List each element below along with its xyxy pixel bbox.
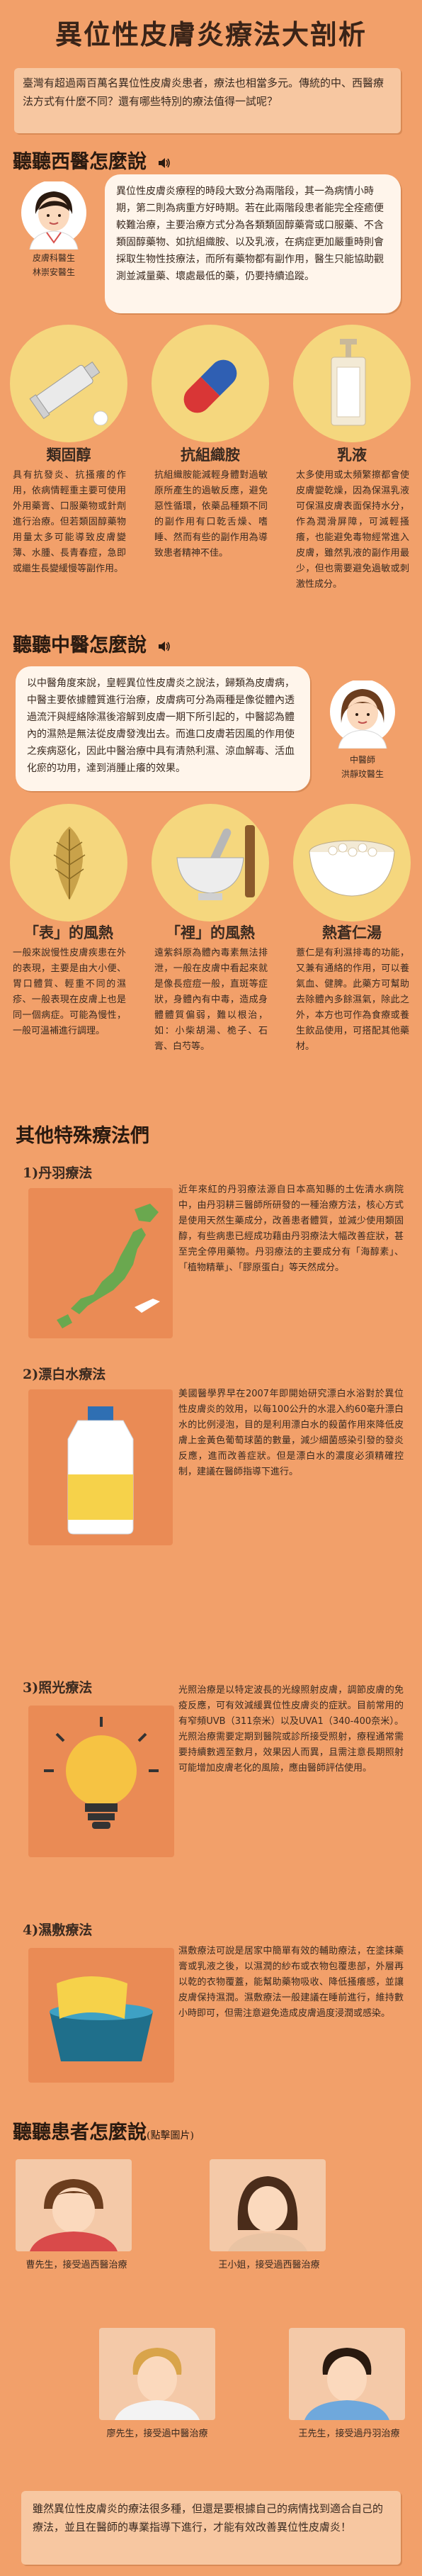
western-doctor-caption: 皮膚科醫生 林崇安醫生 bbox=[32, 253, 75, 277]
wet-wrap-therapy-body: 濕敷療法可說是居家中簡單有效的輔助療法，在塗抹藥膏或乳液之後，以濕潤的紗布或衣物… bbox=[178, 1946, 404, 2019]
speaker-icon bbox=[159, 641, 171, 651]
cinnamon-stick-icon bbox=[245, 825, 255, 897]
lotion-label: 乳液 bbox=[337, 446, 367, 464]
western-heading: 聽聽西醫怎麼說 bbox=[13, 146, 171, 174]
patient-photo-3[interactable] bbox=[99, 2328, 215, 2420]
basin-towel-icon bbox=[50, 1976, 153, 2061]
steroid-body: 具有抗發炎、抗搔癢的作用，依病情輕重主要可使用外用藥膏、口服藥物或針劑進行治療。… bbox=[13, 470, 126, 574]
patients-heading: 聽聽患者怎麼說(點擊圖片) bbox=[13, 2122, 194, 2144]
niwa-therapy-label: 1)丹羽療法 bbox=[23, 1165, 93, 1181]
chinese-doctor-caption: 中醫師 洪靜玟醫生 bbox=[341, 755, 384, 779]
surface-wind-label: 「表」的風熱 bbox=[24, 924, 113, 941]
light-therapy-label: 3)照光療法 bbox=[23, 1680, 93, 1696]
patient-caption-4: 王先生，接受過丹羽治療 bbox=[298, 2429, 400, 2439]
lotion-body: 太多使用或太頻繁擦都會使皮膚變乾燥，因為保濕乳液可保濕皮膚表面保持水分，作為潤滑… bbox=[296, 470, 409, 590]
lotion-bottle-icon bbox=[331, 339, 366, 426]
bleach-therapy-label: 2)漂白水療法 bbox=[23, 1367, 106, 1382]
patient-photo-4[interactable] bbox=[289, 2328, 405, 2420]
antihistamine-body: 抗組織胺能減輕身體對過敏原所產生的過敏反應，避免惡性循環，依藥品種類不同的副作用… bbox=[154, 470, 268, 559]
japan-map-icon bbox=[57, 1204, 160, 1328]
inner-wind-label: 「裡」的風熱 bbox=[166, 924, 255, 941]
patient-avatar-icon bbox=[304, 2348, 389, 2420]
chinese-heading: 聽聽中醫怎麼說 bbox=[13, 629, 171, 657]
patient-avatar-icon bbox=[228, 2176, 307, 2251]
patient-caption-2: 王小姐，接受過西醫治療 bbox=[218, 2260, 320, 2270]
patient-avatar-icon bbox=[30, 2179, 118, 2251]
western-doctor-avatar bbox=[21, 181, 86, 250]
outro-text: 雖然異位性皮膚炎的療法很多種，但還是要根據自己的病情找到適合自己的療法，並且在醫… bbox=[21, 2491, 401, 2565]
wet-wrap-therapy-label: 4)濕敷療法 bbox=[23, 1922, 93, 1938]
bleach-therapy-image bbox=[28, 1389, 173, 1545]
antihistamine-label: 抗組織胺 bbox=[181, 446, 240, 464]
western-speech-bubble: 異位性皮膚炎療程的時段大致分為兩階段，其一為病情小時期，第二則為病重方好時期。若… bbox=[105, 174, 401, 313]
bleach-therapy-body: 美國醫學界早在2007年即開始研究漂白水浴對於異位性皮膚炎的效用，以每100公升… bbox=[178, 1389, 404, 1477]
niwa-therapy-body: 近年來紅的丹羽療法源自日本高知縣的土佐清水病院中，由丹羽耕三醫師所研發的一種治療… bbox=[178, 1185, 404, 1273]
patient-caption-3: 廖先生，接受過中醫治療 bbox=[106, 2429, 208, 2439]
special-heading: 其他特殊療法們 bbox=[16, 1125, 149, 1147]
speaker-icon bbox=[159, 157, 171, 168]
light-therapy-body: 光照治療是以特定波長的光線照射皮膚，調節皮膚的免疫反應，可有效減緩異位性皮膚炎的… bbox=[178, 1685, 404, 1774]
coix-soup-label: 熱蒼仁湯 bbox=[322, 924, 382, 941]
patient-photo-1[interactable] bbox=[16, 2159, 132, 2251]
patient-photo-2[interactable] bbox=[210, 2159, 326, 2251]
ointment-tube-icon bbox=[29, 361, 108, 425]
chinese-speech-bubble: 以中醫角度來說，皇輕異位性皮膚炎之說法，歸類為皮膚病，中醫主要依據體質進行治療，… bbox=[16, 666, 310, 791]
coix-soup-body: 薏仁是有利濕排毒的功能，又兼有通絡的作用，可以養氣血、健脾。此藥方可幫助去除體內… bbox=[296, 948, 409, 1052]
light-bulb-icon bbox=[44, 1717, 159, 1829]
page-title: 異位性皮膚炎療法大剖析 bbox=[55, 18, 367, 50]
steroid-label: 類固醇 bbox=[46, 446, 91, 464]
mortar-pestle-icon bbox=[176, 828, 244, 900]
light-therapy-image bbox=[28, 1706, 174, 1857]
chinese-doctor-avatar bbox=[330, 681, 395, 749]
capsule-icon bbox=[183, 359, 237, 413]
soup-bowl-icon bbox=[309, 840, 395, 897]
herb-leaf-icon bbox=[53, 827, 86, 900]
wet-wrap-therapy-image bbox=[28, 1948, 174, 2083]
intro-text: 臺灣有超過兩百萬名異位性皮膚炎患者，療法也相當多元。傳統的中、西醫療法方式有什麼… bbox=[14, 68, 401, 133]
surface-wind-body: 一般來說慢性皮膚疾患在外的表現，主要是由大小便、胃口體質、輕重不同的濕疹、一般表… bbox=[13, 948, 126, 1036]
patient-avatar-icon bbox=[115, 2348, 200, 2420]
niwa-therapy-image bbox=[28, 1188, 173, 1338]
patient-caption-1: 曹先生，接受過西醫治療 bbox=[25, 2260, 127, 2270]
inner-wind-body: 遠紫斜原為體內毒素無法排泄，一般在皮膚中看起來就是像長痘痘一般，直斑等症狀，身體… bbox=[154, 948, 268, 1052]
bleach-bottle-icon bbox=[67, 1406, 134, 1535]
